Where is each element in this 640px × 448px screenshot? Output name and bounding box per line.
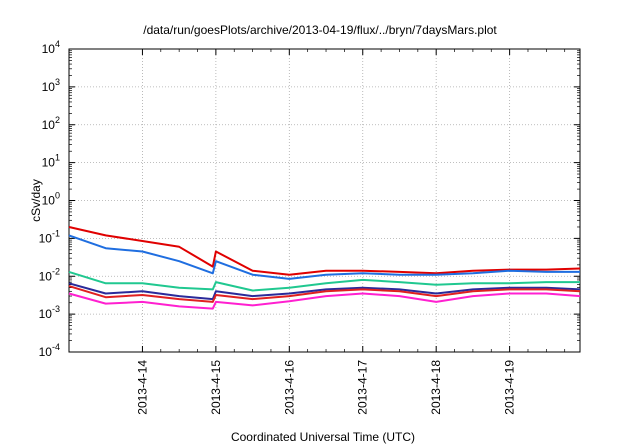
series-line-2 bbox=[68, 234, 580, 280]
x-tick-labels: 2013-4-14 2013-4-15 2013-4-16 2013-4-17 2013… bbox=[135, 360, 516, 415]
x-axis-label: Coordinated Universal Time (UTC) bbox=[231, 430, 415, 444]
series-line-1 bbox=[68, 226, 581, 276]
y-tick-label: 103 bbox=[42, 77, 60, 94]
series-line-4 bbox=[68, 282, 581, 301]
y-tick-label: 102 bbox=[42, 115, 60, 132]
grid-lines bbox=[69, 49, 580, 352]
y-axis-label: cSv/day bbox=[29, 179, 43, 222]
y-tick-label: 101 bbox=[42, 153, 60, 170]
y-tick-labels: 104 103 102 101 100 10-1 10-2 10-3 10-4 bbox=[39, 39, 60, 359]
series-line-6 bbox=[68, 292, 581, 310]
y-tick-label: 10-2 bbox=[39, 266, 60, 283]
x-tick-label: 2013-4-19 bbox=[503, 360, 517, 415]
y-tick-label: 10-3 bbox=[39, 304, 60, 321]
series-line-5 bbox=[68, 285, 581, 303]
data-series bbox=[68, 226, 581, 310]
y-tick-label: 10-1 bbox=[39, 228, 60, 245]
x-tick-label: 2013-4-18 bbox=[429, 360, 443, 415]
y-tick-label: 100 bbox=[42, 191, 60, 208]
chart-title: /data/run/goesPlots/archive/2013-04-19/f… bbox=[143, 23, 497, 37]
x-tick-label: 2013-4-14 bbox=[135, 360, 149, 415]
y-tick-label: 10-4 bbox=[39, 342, 60, 359]
series-line-3 bbox=[68, 270, 580, 292]
x-tick-label: 2013-4-16 bbox=[282, 360, 296, 415]
y-tick-label: 104 bbox=[42, 39, 60, 56]
x-tick-label: 2013-4-17 bbox=[356, 360, 370, 415]
x-tick-label: 2013-4-15 bbox=[209, 360, 223, 415]
